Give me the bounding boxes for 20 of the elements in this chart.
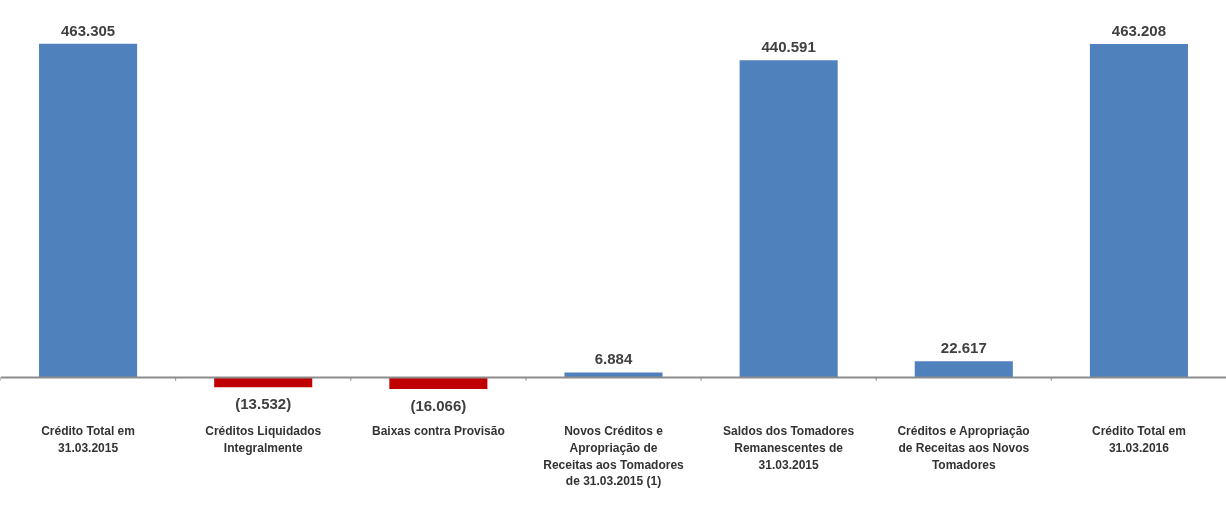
bar: [39, 43, 138, 378]
bar: [389, 377, 488, 389]
x-tick-label: Saldos dos Tomadores Remanescentes de 31.03.2015: [723, 424, 855, 472]
x-tick-label: Baixas contra Provisão: [371, 424, 505, 439]
data-label: 22.617: [940, 339, 987, 357]
x-tick-label: Crédito Total em 31.03.2015: [41, 424, 135, 455]
x-tick-label: Créditos e Apropriação de Receitas aos Novos Tomadores: [897, 424, 1030, 472]
data-label: 463.305: [60, 21, 116, 39]
data-label: (16.066): [410, 396, 467, 414]
bar: [739, 60, 838, 378]
bar: [914, 361, 1013, 378]
x-tick-label: Novos Créditos e Apropriação de Receitas aos Tomadores de 31.03.2015 (1): [543, 424, 685, 489]
x-tick-label: Crédito Total em 31.03.2016: [1092, 424, 1186, 455]
bar: [214, 377, 313, 388]
data-label: (13.532): [235, 395, 292, 413]
x-tick-label: Créditos Liquidados Integralmente: [205, 424, 322, 455]
data-label: 463.208: [1111, 21, 1167, 39]
data-label: 440.591: [761, 38, 816, 56]
bar: [1089, 43, 1188, 378]
data-label: 6.884: [594, 350, 633, 368]
